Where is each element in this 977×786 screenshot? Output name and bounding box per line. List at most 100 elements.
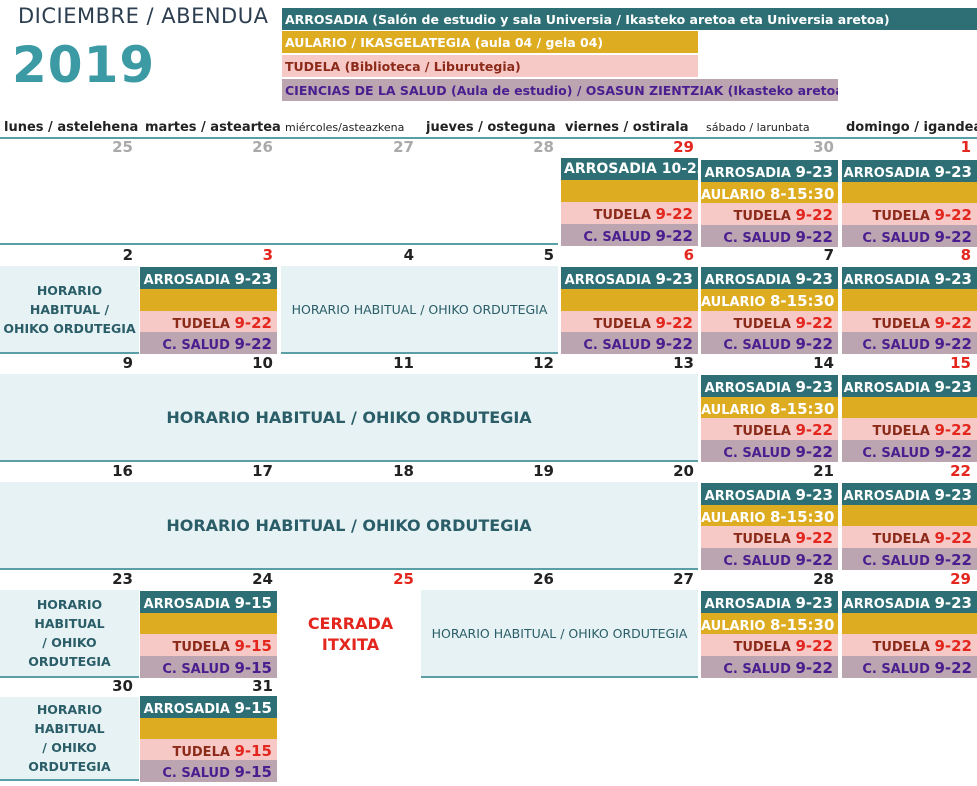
slot-aulario: AULARIO 8-15:30: [701, 182, 838, 204]
slot-salud: C. SALUD 9-22: [561, 224, 698, 246]
day-number: 27: [393, 138, 414, 156]
day-number: 17: [252, 462, 273, 480]
day-number: 26: [252, 138, 273, 156]
slot-tudela: TUDELA 9-22: [701, 418, 838, 440]
day-number: 9: [122, 354, 133, 372]
slot-salud: C. SALUD 9-22: [701, 656, 838, 678]
slot-tudela: TUDELA 9-22: [701, 526, 838, 548]
weekday-thursday: jueves / osteguna: [426, 120, 556, 135]
day-number: 2: [122, 246, 133, 264]
slot-aulario-empty: [561, 289, 698, 311]
weekday-friday: viernes / ostirala: [565, 120, 689, 135]
slot-tudela: TUDELA 9-22: [842, 418, 977, 440]
slot-salud: C. SALUD 9-15: [140, 760, 277, 782]
slot-tudela: TUDELA 9-22: [701, 203, 838, 225]
day-number: 29: [673, 138, 694, 156]
day-number: 8: [960, 246, 971, 264]
slot-salud: C. SALUD 9-22: [701, 548, 838, 570]
slot-arrosadia: ARROSADIA 9-23: [140, 267, 277, 289]
weekday-tuesday: martes / asteartea: [145, 120, 281, 135]
day-number: 5: [543, 246, 554, 264]
slot-aulario-empty: [842, 613, 977, 635]
slot-tudela: TUDELA 9-22: [842, 311, 977, 333]
slot-aulario: AULARIO 8-15:30: [701, 505, 838, 527]
slot-salud: C. SALUD 9-22: [701, 332, 838, 354]
day-number: 23: [112, 570, 133, 588]
slot-arrosadia: ARROSADIA 9-15: [140, 591, 277, 613]
slot-aulario-empty: [842, 397, 977, 419]
year-title: 2019: [12, 36, 156, 94]
slot-salud: C. SALUD 9-22: [701, 225, 838, 247]
slot-arrosadia: ARROSADIA 9-23: [842, 160, 977, 182]
slot-aulario-empty: [140, 289, 277, 311]
day-number: 21: [813, 462, 834, 480]
day-number: 20: [673, 462, 694, 480]
day-number: 25: [112, 138, 133, 156]
slot-aulario: AULARIO 8-15:30: [701, 397, 838, 419]
slot-salud: C. SALUD 9-22: [561, 332, 698, 354]
day-number: 30: [813, 138, 834, 156]
weekday-monday: lunes / astelehena: [4, 120, 139, 135]
slot-arrosadia: ARROSADIA 9-23: [842, 591, 977, 613]
slot-arrosadia: ARROSADIA 9-23: [701, 591, 838, 613]
day-number: 31: [252, 677, 273, 695]
weekday-saturday: sábado / larunbata: [706, 121, 810, 134]
day-number: 10: [252, 354, 273, 372]
legend-tudela: TUDELA (Biblioteca / Liburutegia): [282, 55, 698, 77]
legend-aulario: AULARIO / IKASGELATEGIA (aula 04 / gela …: [282, 31, 698, 53]
slot-arrosadia: ARROSADIA 9-23: [842, 267, 977, 289]
slot-salud: C. SALUD 9-22: [842, 548, 977, 570]
slot-aulario-empty: [842, 289, 977, 311]
slot-tudela: TUDELA 9-22: [140, 311, 277, 333]
day-number: 30: [112, 677, 133, 695]
day-number: 29: [950, 570, 971, 588]
slot-tudela: TUDELA 9-22: [842, 634, 977, 656]
slot-salud: C. SALUD 9-15: [140, 656, 277, 678]
slot-salud: C. SALUD 9-22: [701, 440, 838, 462]
habitual-box: HORARIO HABITUAL / OHIKO ORDUTEGIA: [0, 697, 139, 781]
slot-arrosadia: ARROSADIA 9-23: [842, 375, 977, 397]
day-number: 26: [533, 570, 554, 588]
day-number: 19: [533, 462, 554, 480]
closed-label: CERRADA ITXITA: [307, 614, 394, 654]
habitual-box: HORARIO HABITUAL / OHIKO ORDUTEGIA: [281, 266, 558, 354]
slot-aulario-empty: [140, 613, 277, 635]
slot-arrosadia: ARROSADIA 9-23: [701, 267, 838, 289]
slot-aulario-empty: [140, 718, 277, 740]
day-number: 25: [393, 570, 414, 588]
day-number: 6: [683, 246, 694, 264]
day-number: 27: [673, 570, 694, 588]
slot-tudela: TUDELA 9-22: [561, 311, 698, 333]
slot-salud: C. SALUD 9-22: [140, 332, 277, 354]
habitual-box: HORARIO HABITUAL / OHIKO ORDUTEGIA: [0, 374, 698, 462]
slot-tudela: TUDELA 9-15: [140, 739, 277, 761]
slot-tudela: TUDELA 9-22: [842, 526, 977, 548]
slot-aulario: AULARIO 8-15:30: [701, 289, 838, 311]
slot-arrosadia: ARROSADIA 10-23: [561, 158, 698, 180]
day-number: 16: [112, 462, 133, 480]
slot-salud: C. SALUD 9-22: [842, 225, 977, 247]
slot-arrosadia: ARROSADIA 9-23: [701, 483, 838, 505]
slot-arrosadia: ARROSADIA 9-23: [842, 483, 977, 505]
day-number: 11: [393, 354, 414, 372]
slot-tudela: TUDELA 9-22: [561, 202, 698, 224]
day-number: 7: [823, 246, 834, 264]
weekday-sunday: domingo / igandea: [846, 120, 977, 135]
slot-aulario-empty: [842, 182, 977, 204]
day-number: 1: [960, 138, 971, 156]
habitual-box: HORARIO HABITUAL / OHIKO ORDUTEGIA: [0, 590, 139, 678]
slot-aulario: AULARIO 8-15:30: [701, 613, 838, 635]
slot-tudela: TUDELA 9-22: [842, 203, 977, 225]
header-divider: [0, 137, 977, 139]
slot-arrosadia: ARROSADIA 9-23: [561, 267, 698, 289]
slot-tudela: TUDELA 9-22: [701, 634, 838, 656]
day-number: 28: [533, 138, 554, 156]
slot-tudela: TUDELA 9-22: [701, 311, 838, 333]
slot-arrosadia: ARROSADIA 9-23: [701, 375, 838, 397]
slot-salud: C. SALUD 9-22: [842, 332, 977, 354]
slot-aulario-empty: [561, 180, 698, 202]
slot-salud: C. SALUD 9-22: [842, 656, 977, 678]
day-number: 18: [393, 462, 414, 480]
legend-salud: CIENCIAS DE LA SALUD (Aula de estudio) /…: [282, 79, 838, 101]
slot-aulario-empty: [842, 505, 977, 527]
